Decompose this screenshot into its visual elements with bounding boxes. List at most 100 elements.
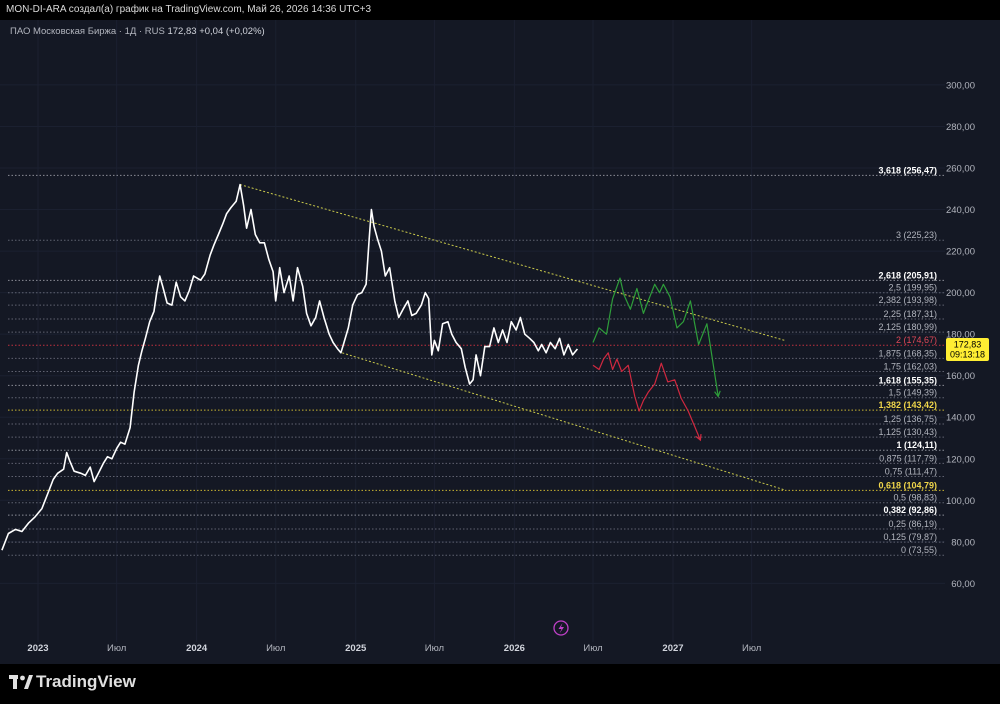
fib-price: (111,47) (902, 466, 937, 476)
fib-level-label: 1,618 (155,35) (878, 375, 937, 385)
bearish-projection-line[interactable] (592, 352, 701, 441)
fib-ratio: 2 (896, 335, 901, 345)
fib-price: (174,67) (901, 335, 937, 345)
y-tick-label: 180,00 (946, 330, 975, 341)
fib-ratio: 2,618 (878, 270, 901, 280)
fib-ratio: 1,5 (888, 388, 901, 398)
fib-level-label: 2 (174,67) (896, 335, 937, 345)
fib-price: (180,99) (901, 322, 937, 332)
fib-ratio: 1 (896, 440, 901, 450)
fib-level-label: 1,382 (143,42) (878, 400, 937, 410)
fib-level-label: 2,25 (187,31) (883, 309, 937, 319)
y-tick-label: 100,00 (946, 496, 975, 507)
fib-price: (79,87) (906, 532, 937, 542)
bar-countdown: 09:13:18 (950, 350, 985, 360)
x-tick-label: Июл (266, 643, 285, 654)
y-tick-label: 160,00 (946, 371, 975, 382)
fib-price: (199,95) (901, 283, 937, 293)
fib-ratio: 0 (901, 545, 906, 555)
symbol-name: ПАО Московская Биржа · 1Д · RUS (10, 26, 165, 37)
symbol-legend[interactable]: ПАО Московская Биржа · 1Д · RUS 172,83 +… (10, 26, 265, 37)
series-group (1, 183, 721, 551)
x-tick-label: Июл (425, 643, 444, 654)
fib-price: (193,98) (901, 295, 937, 305)
fib-level-label: 2,5 (199,95) (888, 283, 937, 293)
x-tick-label: 2024 (186, 643, 208, 654)
y-tick-label: 300,00 (946, 80, 975, 91)
fib-price: (117,79) (902, 453, 937, 463)
fib-level-label: 1,25 (136,75) (883, 414, 937, 424)
fib-level-label: 3 (225,23) (896, 230, 937, 240)
tradingview-brand: TradingView (36, 672, 136, 691)
attribution-text: MON-DI-ARA создал(а) график на TradingVi… (6, 4, 372, 15)
grid-lines (0, 20, 945, 642)
y-tick-label: 80,00 (951, 537, 975, 548)
symbol-change: +0,04 (+0,02%) (199, 26, 265, 37)
x-tick-label: Июл (742, 643, 761, 654)
y-tick-label: 240,00 (946, 205, 975, 216)
x-tick-label: Июл (583, 643, 602, 654)
fib-level-label: 1,125 (130,43) (878, 427, 937, 437)
trend-line[interactable] (239, 184, 785, 341)
fib-ratio: 0,382 (883, 505, 906, 515)
x-tick-label: Июл (107, 643, 126, 654)
x-tick-label: 2026 (504, 643, 525, 654)
fib-ratio: 1,75 (883, 361, 901, 371)
trend-line[interactable] (342, 352, 785, 491)
last-price-tag-bg (946, 338, 989, 362)
fib-price: (98,83) (906, 493, 937, 503)
fib-price: (143,42) (901, 400, 937, 410)
fib-level-label: 2,618 (205,91) (878, 270, 937, 280)
flash-icon[interactable] (553, 620, 569, 636)
tradingview-logo-icon (9, 675, 33, 689)
price-chart[interactable]: 3,618 (256,47)3 (225,23)2,618 (205,91)2,… (0, 20, 1000, 664)
fib-ratio: 2,382 (878, 295, 901, 305)
trend-channel[interactable] (239, 184, 785, 491)
fib-price: (168,35) (901, 348, 937, 358)
fib-ratio: 0,875 (879, 453, 902, 463)
fib-level-label: 1,875 (168,35) (878, 348, 937, 358)
fib-price: (149,39) (901, 388, 937, 398)
fib-extension[interactable]: 3,618 (256,47)3 (225,23)2,618 (205,91)2,… (8, 165, 945, 556)
price-axis[interactable]: 300,00 280,00 260,00 240,00 220,00 200,00 180,… (946, 80, 975, 589)
price-line[interactable] (1, 183, 579, 551)
bullish-projection-line[interactable] (592, 277, 719, 397)
fib-price: (256,47) (901, 165, 937, 175)
fib-price: (86,19) (906, 519, 937, 529)
x-tick-label: 2025 (345, 643, 367, 654)
fib-level-label: 2,382 (193,98) (878, 295, 937, 305)
y-tick-label: 120,00 (946, 454, 975, 465)
fib-price: (136,75) (901, 414, 937, 424)
y-tick-label: 260,00 (946, 164, 975, 175)
fib-ratio: 1,125 (878, 427, 901, 437)
fib-level-label: 2,125 (180,99) (878, 322, 937, 332)
y-tick-label: 60,00 (951, 579, 975, 590)
fib-level-label: 3,618 (256,47) (878, 165, 937, 175)
fib-ratio: 2,125 (878, 322, 901, 332)
y-tick-label: 280,00 (946, 122, 975, 133)
chart-panel[interactable] (0, 20, 1000, 664)
fib-level-label: 1,75 (162,03) (883, 361, 937, 371)
fib-ratio: 3 (896, 230, 901, 240)
fib-level-label: 0,5 (98,83) (893, 493, 937, 503)
fib-ratio: 0,125 (883, 532, 906, 542)
fib-ratio: 0,75 (885, 466, 903, 476)
fib-price: (205,91) (901, 270, 937, 280)
fib-level-label: 1 (124,11) (896, 440, 937, 450)
fib-price: (225,23) (901, 230, 937, 240)
fib-level-label: 0 (73,55) (901, 545, 937, 555)
x-tick-label: 2023 (27, 643, 48, 654)
fib-level-label: 0,875 (117,79) (879, 453, 937, 463)
fib-level-label: 0,25 (86,19) (888, 519, 937, 529)
fib-level-label: 1,5 (149,39) (888, 388, 937, 398)
fib-level-label: 0,382 (92,86) (883, 505, 937, 515)
fib-price: (130,43) (901, 427, 937, 437)
time-axis[interactable]: 2023 Июл 2024 Июл 2025 Июл 2026 Июл 2027 Июл (27, 643, 761, 654)
fib-ratio: 0,5 (893, 493, 906, 503)
fib-ratio: 0,25 (888, 519, 906, 529)
x-tick-label: 2027 (662, 643, 683, 654)
symbol-last-price: 172,83 (167, 26, 197, 37)
fib-price: (92,86) (906, 505, 937, 515)
fib-ratio: 1,875 (878, 348, 901, 358)
